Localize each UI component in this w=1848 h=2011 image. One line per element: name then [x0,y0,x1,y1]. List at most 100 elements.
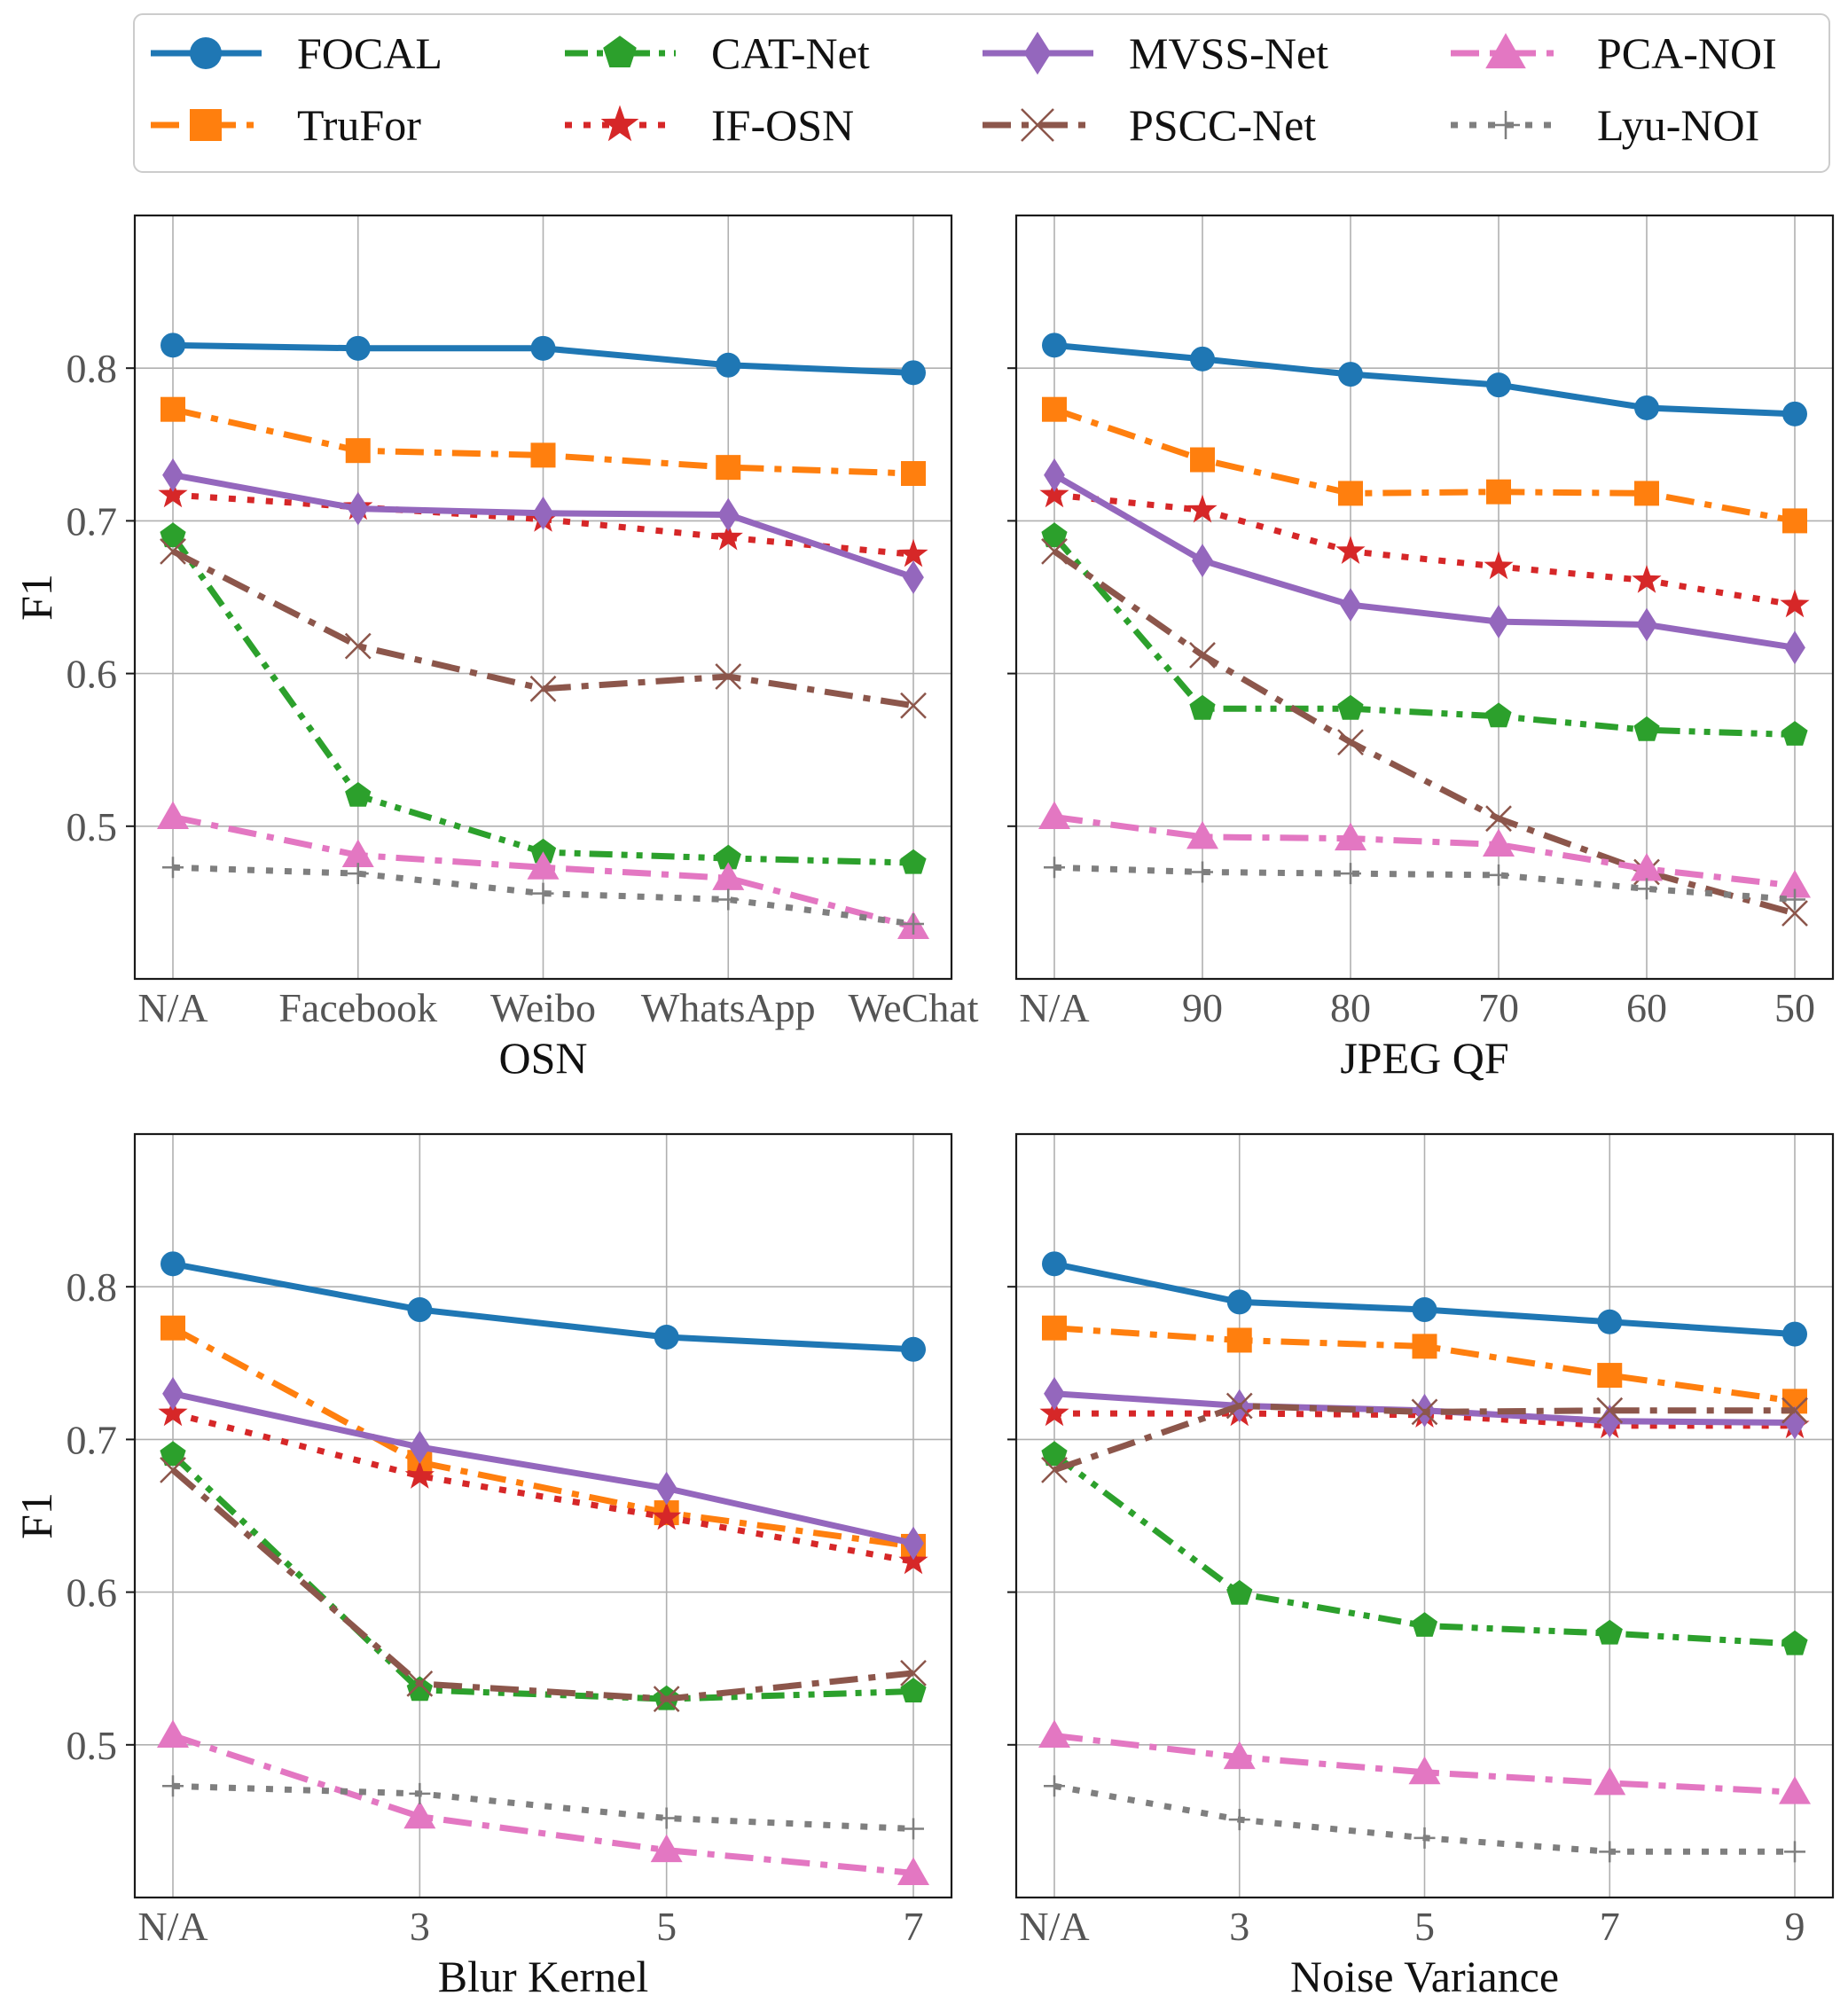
series-lyu-noi [162,1775,924,1840]
data-point-if-osn [1780,589,1810,618]
data-point-focal [1042,1251,1067,1277]
data-point-focal [161,1251,185,1277]
series-cat-net [1041,1441,1808,1655]
x-tick-label: N/A [1019,985,1089,1030]
data-point-if-osn [652,1501,682,1530]
series-line-pscc-net [1052,548,1796,917]
x-axis-title: JPEG QF [1340,1033,1508,1083]
data-point-trufor [1412,1334,1437,1359]
series-mvss-net [1044,458,1805,665]
data-point-cat-net [715,844,741,870]
data-point-pscc-net [160,537,186,565]
x-axis-title: Noise Variance [1290,1952,1559,2001]
data-point-pscc-net [653,1686,680,1713]
x-tick-label: 9 [1785,1904,1805,1949]
data-point-pca-noi [341,839,374,868]
data-point-pca-noi [897,1857,929,1885]
data-point-pca-noi [403,1800,436,1829]
data-point-pscc-net [1337,729,1364,755]
series-line-trufor [1053,1325,1796,1405]
data-point-if-osn [1187,494,1218,523]
legend-marker [190,37,222,69]
data-point-trufor [1782,508,1807,534]
data-point-focal [161,333,185,358]
data-point-cat-net [160,1441,186,1467]
x-axis-title: OSN [498,1033,587,1083]
data-point-if-osn [898,538,928,567]
data-point-pscc-net [1485,805,1512,833]
y-tick-label: 0.7 [67,498,118,544]
series-trufor [1042,1315,1807,1414]
series-line-focal [172,1260,914,1353]
panel-jpeg-qf: N/A 90 80 70 60 50 JPEG QF [1007,214,1835,1083]
data-point-pscc-net [1041,537,1068,565]
data-point-lyu-noi [532,882,554,904]
series-trufor [1042,396,1807,534]
axes-frame [133,1132,953,1899]
x-tick-label: WeChat [848,985,978,1030]
data-point-pca-noi [1335,822,1366,851]
data-point-cat-net [1189,694,1216,720]
data-point-lyu-noi [1413,1827,1436,1849]
data-point-lyu-noi [1784,888,1805,911]
y-tick-label: 0.6 [67,652,118,697]
legend-label: MVSS-Net [1129,28,1328,78]
data-point-if-osn [1484,551,1514,580]
data-point-lyu-noi [162,857,184,879]
axes-frame [1014,1132,1835,1899]
data-point-focal [1190,346,1215,372]
legend-entry-focal: FOCAL [151,28,442,78]
data-point-lyu-noi [903,913,924,935]
data-point-mvss-net [347,491,369,526]
x-tick-label: N/A [1019,1904,1089,1949]
data-point-if-osn [158,479,188,508]
data-point-cat-net [900,1678,927,1702]
data-point-cat-net [1337,694,1364,720]
y-axis-title: F1 [12,1492,61,1539]
data-point-pca-noi [1779,869,1811,898]
series-if-osn [158,1397,928,1575]
data-point-mvss-net [1784,630,1805,665]
x-tick-label: 7 [1600,1904,1620,1949]
data-point-pscc-net [1781,1397,1808,1424]
y-tick-label: 0.8 [67,1264,118,1310]
data-point-lyu-noi [409,1782,431,1804]
data-point-lyu-noi [347,863,369,885]
data-point-cat-net [1411,1612,1438,1637]
data-point-lyu-noi [1340,863,1361,885]
data-point-focal [654,1325,679,1350]
data-point-trufor [1190,447,1215,473]
data-point-trufor [1597,1363,1623,1389]
data-point-focal [407,1297,433,1323]
x-tick-label: 90 [1182,985,1223,1030]
series-line-mvss-net [1053,472,1796,651]
legend-entry-cat-net: CAT-Net [565,28,870,78]
data-point-mvss-net [409,1430,431,1464]
axes-frame [133,214,953,981]
data-point-pca-noi [1631,853,1663,881]
data-point-focal [716,352,741,378]
series-pscc-net [160,1456,927,1713]
data-point-mvss-net [717,497,740,532]
series-lyu-noi [1044,1775,1805,1863]
legend-label: CAT-Net [711,28,870,78]
data-point-lyu-noi [1599,1841,1621,1863]
x-axis-title: Blur Kernel [438,1952,648,2001]
data-point-lyu-noi [1636,878,1657,900]
data-point-trufor [1042,1315,1067,1341]
series-focal [161,1251,926,1362]
data-point-pscc-net [900,1659,927,1686]
legend-entry-if-osn: IF-OSN [565,100,854,150]
data-point-mvss-net [1044,1376,1065,1411]
data-point-lyu-noi [903,1818,924,1840]
data-point-mvss-net [1044,458,1065,492]
data-point-cat-net [1485,702,1512,728]
legend-entry-lyu-noi: Lyu-NOI [1451,100,1759,150]
data-point-focal [1597,1309,1623,1334]
data-point-if-osn [158,1397,188,1427]
legend-marker [1023,31,1052,75]
data-point-focal [1782,1321,1807,1347]
data-point-focal [901,360,926,386]
legend-marker [1485,33,1526,69]
series-line-focal [1053,341,1796,418]
